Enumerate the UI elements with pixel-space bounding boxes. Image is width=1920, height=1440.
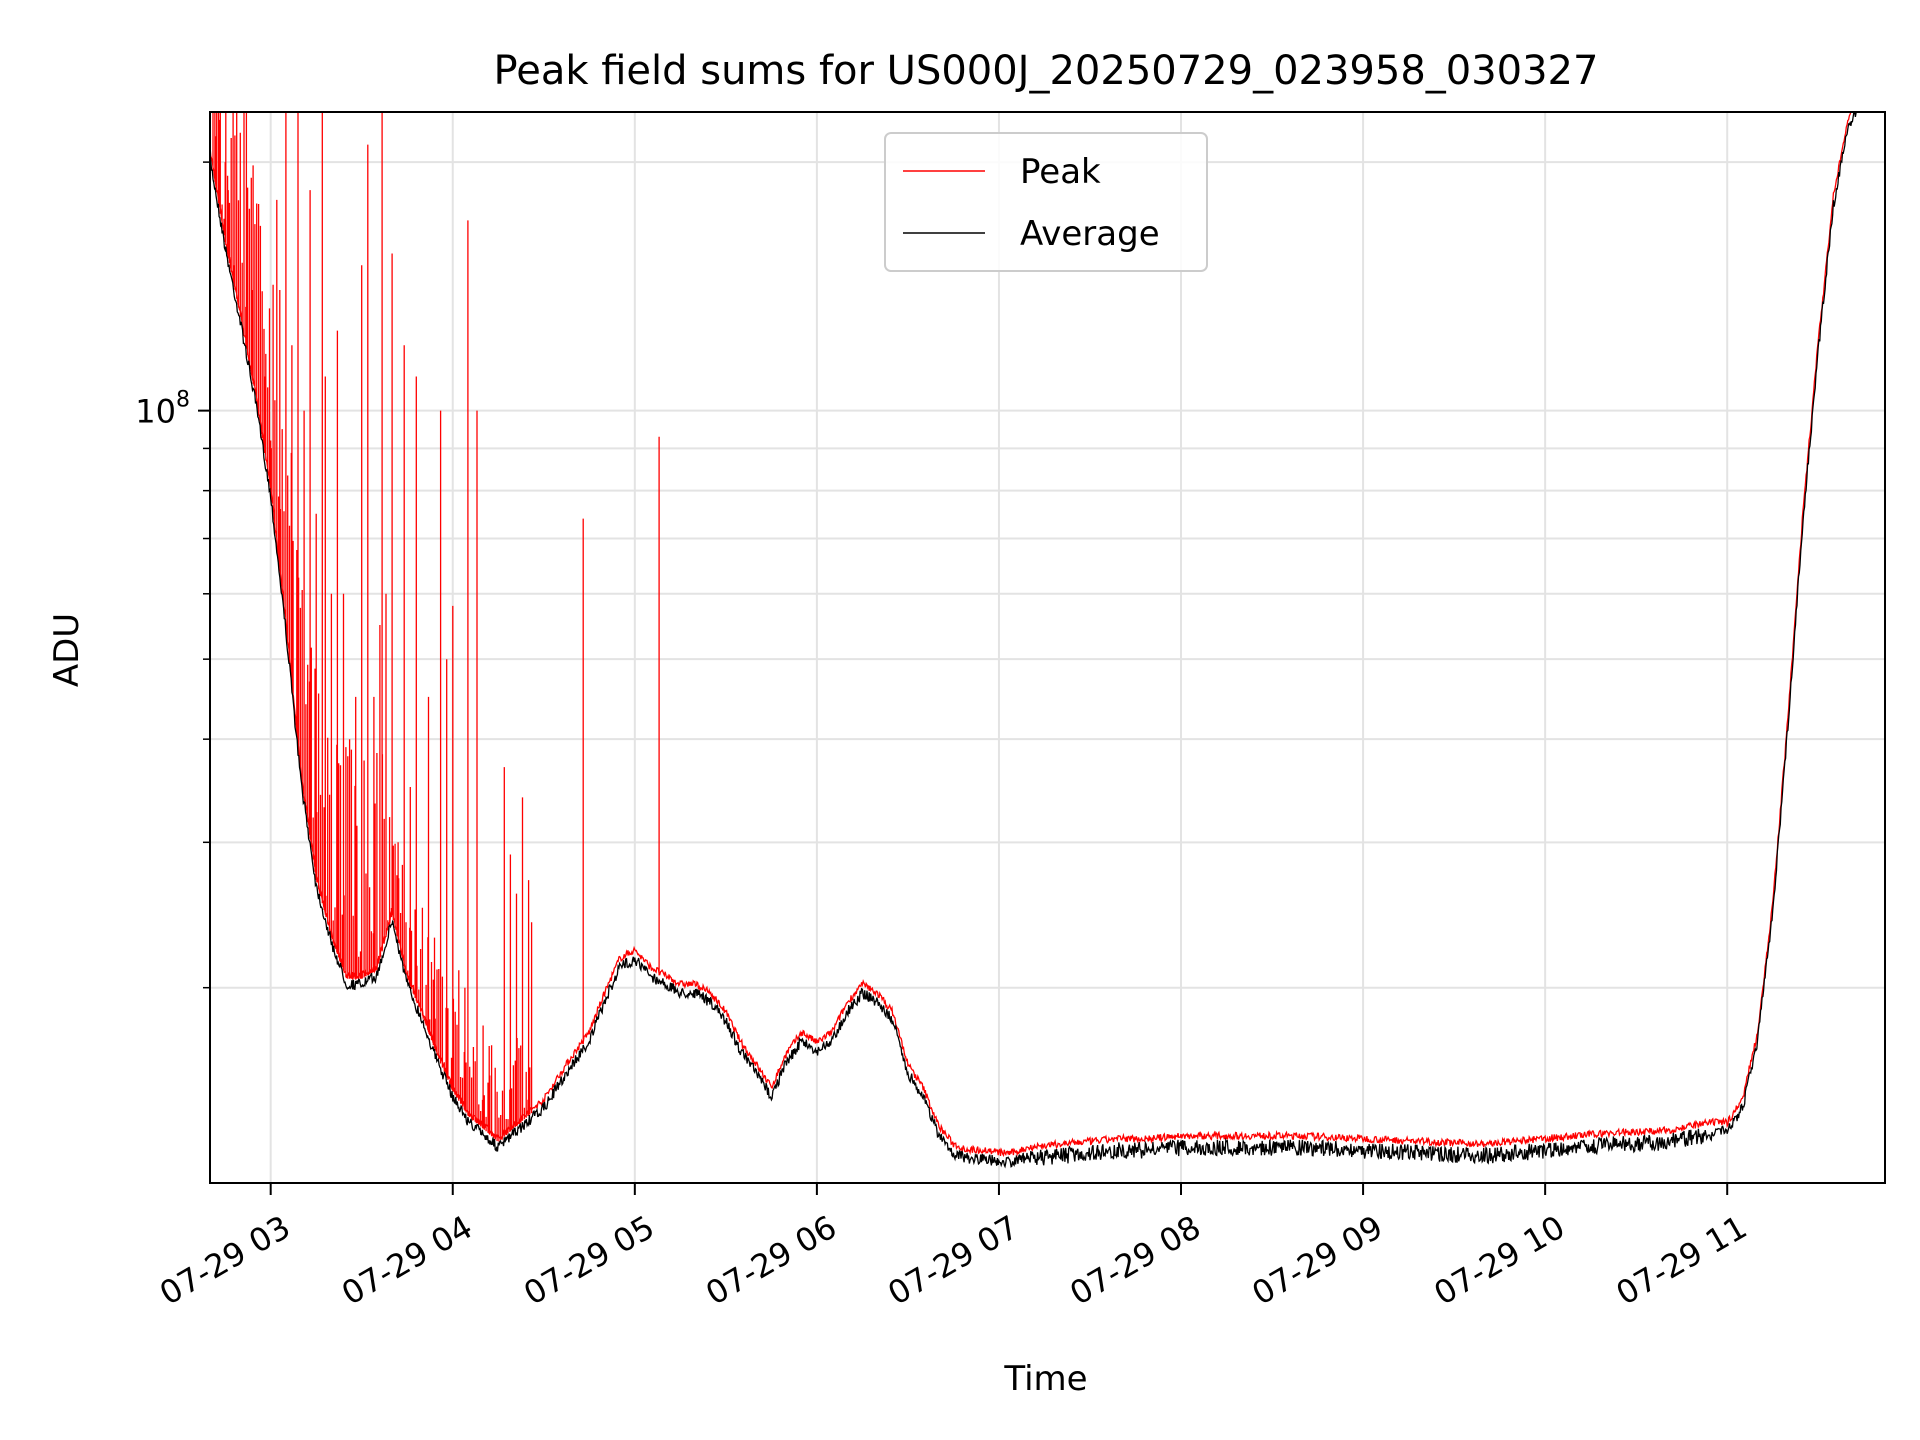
grid <box>210 112 1885 1183</box>
series-peak-line <box>209 111 1885 1158</box>
y-axis-label: ADU <box>47 613 87 687</box>
series-average-line <box>209 111 1885 1169</box>
plot-lines <box>209 111 1885 1169</box>
y-tick-label: 108 <box>135 388 190 431</box>
legend-label-peak: Peak <box>1020 152 1101 192</box>
legend-box <box>884 132 1208 272</box>
legend: Peak Average <box>884 132 1208 272</box>
legend-label-average: Average <box>1020 214 1160 254</box>
x-axis-label: Time <box>1003 1359 1087 1399</box>
chart-title: Peak field sums for US000J_20250729_0239… <box>494 48 1599 94</box>
axes-frame <box>209 111 1886 1184</box>
